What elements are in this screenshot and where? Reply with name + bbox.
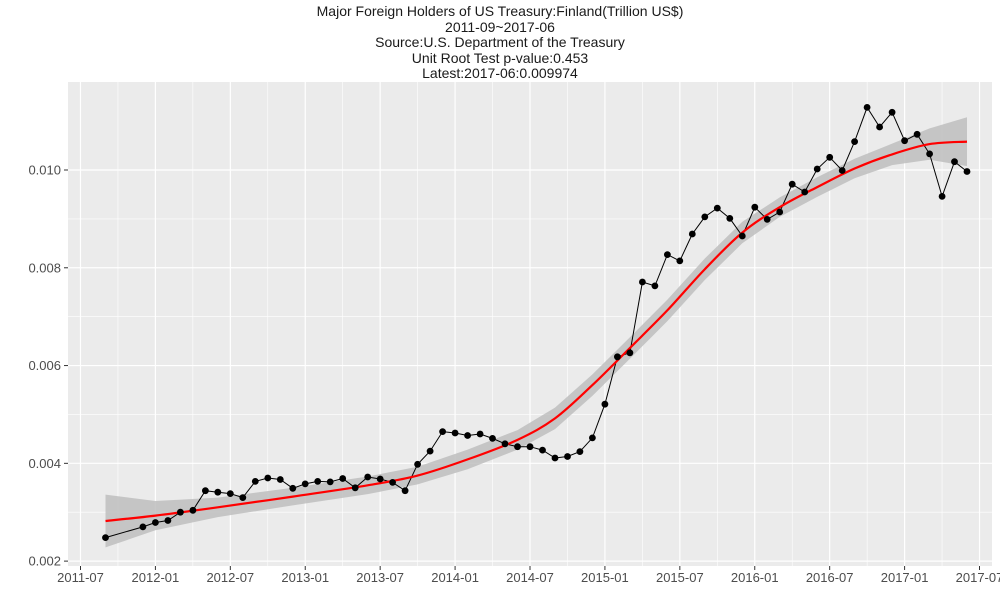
data-point: [601, 400, 609, 408]
data-point: [251, 478, 259, 485]
data-point: [551, 454, 559, 462]
x-tick-label: 2014-07: [506, 570, 554, 585]
data-point: [414, 460, 421, 468]
x-tick-label: 2015-01: [581, 570, 629, 585]
data-point: [514, 443, 521, 451]
data-point: [464, 432, 471, 439]
data-point: [651, 282, 659, 290]
data-point: [701, 213, 709, 221]
x-tick-label: 2013-01: [281, 570, 329, 585]
data-point: [264, 474, 272, 482]
data-point: [289, 484, 297, 492]
axes: 0.002 0.004 0.006 0.008 0.010 2011-07 2012-01 2…: [28, 163, 1000, 586]
x-tick-label: 2017-07: [956, 570, 1000, 585]
y-tick-label: 0.002: [28, 554, 61, 569]
data-point: [214, 488, 222, 496]
y-tick-label: 0.006: [28, 358, 61, 373]
data-point: [364, 473, 372, 481]
data-point: [826, 153, 834, 161]
data-point: [376, 475, 384, 483]
x-tick-label: 2012-01: [132, 570, 180, 585]
data-point: [813, 165, 821, 173]
y-tick-label: 0.004: [28, 456, 61, 471]
data-point: [564, 453, 571, 460]
data-point: [776, 208, 784, 216]
data-point: [851, 138, 858, 146]
data-point: [639, 278, 646, 286]
data-point: [226, 490, 234, 497]
x-tick-label: 2014-01: [431, 570, 479, 585]
data-point: [913, 130, 921, 138]
smooth-trend-line: [105, 140, 968, 523]
data-point: [239, 494, 247, 501]
data-point: [676, 257, 684, 265]
chart-titles: Major Foreign Holders of US Treasury:Fin…: [0, 3, 1000, 82]
data-point: [713, 204, 721, 212]
data-point: [339, 475, 347, 482]
data-point: [501, 440, 509, 448]
data-point: [489, 435, 496, 442]
chart-subtitle-period: 2011-09~2017-06: [445, 18, 555, 35]
data-point: [664, 251, 671, 258]
data-point: [751, 203, 759, 211]
data-point: [576, 448, 584, 455]
data-point: [326, 478, 334, 486]
data-point: [276, 476, 284, 483]
x-tick-label: 2017-01: [881, 570, 929, 585]
data-point: [726, 215, 734, 222]
data-point: [738, 232, 746, 240]
x-tick-label: 2011-07: [57, 570, 104, 585]
data-point: [301, 480, 309, 488]
data-point: [763, 216, 771, 223]
data-point: [351, 484, 359, 492]
x-tick-label: 2015-07: [656, 570, 704, 585]
y-tick-label: 0.008: [28, 260, 61, 275]
data-point: [426, 447, 434, 455]
data-point: [539, 446, 546, 454]
data-point: [788, 180, 796, 188]
data-point: [863, 104, 871, 111]
chart-subtitle-latest: Latest:2017-06:0.009974: [422, 65, 578, 81]
chart-subtitle-source: Source:U.S. Department of the Treasury: [375, 34, 625, 50]
data-point: [139, 523, 147, 531]
gridlines: [68, 82, 992, 566]
data-point: [901, 137, 908, 145]
data-point: [838, 167, 846, 174]
data-point: [152, 519, 159, 526]
x-tick-label: 2012-07: [206, 570, 254, 585]
data-point: [314, 478, 322, 485]
data-point: [451, 429, 459, 437]
data-point: [526, 443, 534, 451]
x-tick-label: 2016-01: [731, 570, 779, 585]
chart-subtitle-unit-root: Unit Root Test p-value:0.453: [411, 49, 589, 66]
data-points: [102, 104, 971, 541]
data-point: [876, 123, 883, 131]
x-tick-label: 2016-07: [806, 570, 854, 585]
data-point: [177, 508, 184, 516]
data-point: [164, 517, 172, 524]
data-point: [938, 193, 946, 200]
data-point: [888, 108, 896, 116]
data-point: [951, 158, 958, 166]
data-point: [589, 434, 596, 442]
data-point: [202, 487, 209, 495]
data-point: [614, 353, 621, 361]
data-point: [476, 430, 484, 438]
data-point: [926, 150, 933, 158]
data-point: [626, 349, 634, 357]
data-point: [189, 506, 197, 514]
data-point: [401, 487, 409, 495]
data-point: [688, 230, 696, 238]
x-tick-label: 2013-07: [356, 570, 404, 585]
data-point: [439, 428, 446, 435]
data-point: [963, 168, 971, 175]
chart-title: Major Foreign Holders of US Treasury:Fin…: [316, 3, 684, 19]
y-tick-label: 0.010: [28, 163, 61, 178]
data-point: [102, 534, 109, 541]
data-point: [801, 188, 809, 196]
data-point: [389, 479, 396, 486]
